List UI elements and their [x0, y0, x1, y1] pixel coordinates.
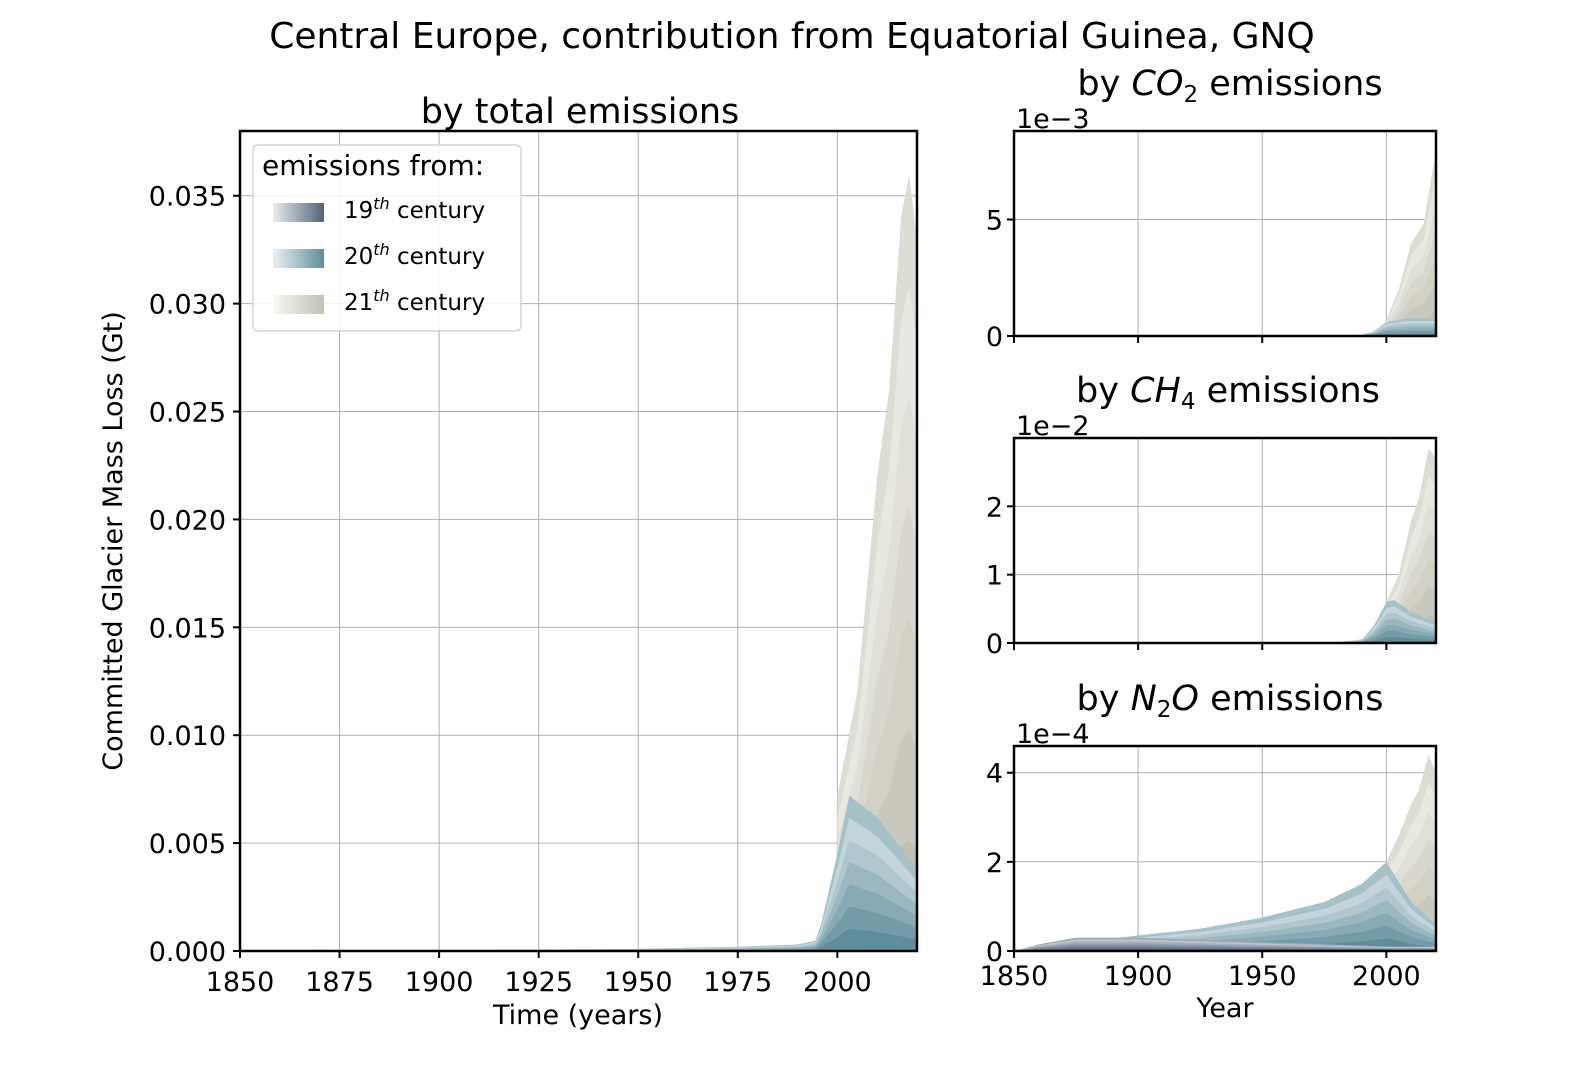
- x-tick-label: 1975: [703, 967, 772, 998]
- series-area-20th: [240, 862, 917, 951]
- legend-swatch: [273, 203, 324, 222]
- areas-co2: [1014, 149, 1436, 336]
- y-tick-label: 0.005: [149, 829, 226, 860]
- x-tick-label: 1900: [1104, 961, 1173, 992]
- ticks-ch4: 0 1 2: [986, 492, 1388, 660]
- series-area-20th: [240, 928, 917, 951]
- areas-clip-co2: [1014, 149, 1436, 336]
- series-area-20th: [240, 795, 917, 951]
- y-tick-label: 2: [986, 492, 1003, 523]
- panel-co2-emissions: by CO2 emissions 1e−3 05: [986, 64, 1438, 353]
- x-tick-label: 1925: [504, 967, 573, 998]
- y-tick-label: 0.025: [149, 398, 226, 429]
- axes-frame-ch4: [1012, 436, 1438, 645]
- areas-n2o: [1014, 754, 1436, 951]
- legend-entry-20: 20th century: [344, 240, 485, 270]
- grid-total: [239, 131, 917, 952]
- x-tick-label: 1950: [1228, 961, 1297, 992]
- legend-entry-21: 21th century: [344, 286, 485, 316]
- areas-clip-total: [240, 174, 917, 951]
- panel-title-total: by total emissions: [421, 92, 740, 132]
- x-tick-label: 1850: [980, 961, 1049, 992]
- x-tick-label: 1850: [206, 967, 275, 998]
- y-tick-label: 0.010: [149, 721, 226, 752]
- legend-title: emissions from:: [262, 149, 484, 182]
- y-tick-label: 0: [986, 629, 1003, 660]
- ylabel-total: Committed Glacier Mass Loss (Gt): [98, 311, 129, 771]
- panel-ch4-emissions: by CH4 emissions 1e−2 012: [986, 371, 1438, 660]
- areas-clip-ch4: [1014, 448, 1436, 643]
- axes-frame-co2: [1012, 129, 1438, 338]
- axes-frame-total: [238, 129, 919, 953]
- y-tick-label: 1: [986, 561, 1003, 592]
- x-tick-label: 2000: [1352, 961, 1421, 992]
- legend-entry-19: 19th century: [344, 194, 485, 224]
- y-tick-label: 4: [986, 759, 1003, 790]
- xlabel-total: Time (years): [492, 1000, 663, 1031]
- panel-title-ch4: by CH4 emissions: [1076, 371, 1380, 415]
- areas-ch4: [1014, 448, 1436, 643]
- x-tick-label: 1950: [604, 967, 673, 998]
- panel-total-emissions: by total emissions 1850 1875 1900 1925 1950 1…: [98, 92, 919, 1031]
- y-tick-label: 0: [986, 322, 1003, 353]
- areas-total: [240, 174, 917, 951]
- ticks-co2: 05: [986, 206, 1388, 353]
- areas-clip-n2o: [1014, 754, 1436, 951]
- legend-swatch: [273, 249, 324, 268]
- grid-co2: [1013, 131, 1436, 337]
- y-tick-label: 0.035: [149, 182, 226, 213]
- x-tick-label: 2000: [803, 967, 872, 998]
- legend-swatch: [273, 295, 324, 314]
- grid-ch4: [1013, 438, 1436, 644]
- x-tick-label: 1875: [305, 967, 374, 998]
- axes-frame-n2o: [1012, 744, 1438, 953]
- xlabel-n2o: Year: [1195, 993, 1254, 1024]
- figure-suptitle: Central Europe, contribution from Equato…: [269, 16, 1315, 57]
- y-tick-label: 0.030: [149, 290, 226, 321]
- series-area-20th: [240, 840, 917, 951]
- y-tick-label: 2: [986, 848, 1003, 879]
- legend-box: [252, 144, 522, 332]
- legend-swatches: [273, 203, 324, 314]
- ticks-total: 1850 1875 1900 1925 1950 1975 2000 0.000 0.005 0.…: [149, 182, 872, 998]
- y-tick-label: 0.020: [149, 505, 226, 536]
- y-tick-label: 0.000: [149, 937, 226, 968]
- y-tick-label: 5: [986, 206, 1003, 237]
- y-tick-label: 0.015: [149, 613, 226, 644]
- ticks-n2o: 1850 1900 1950 2000 0 2 4: [980, 759, 1421, 992]
- panel-title-co2: by CO2 emissions: [1077, 64, 1382, 108]
- panel-title-n2o: by N2O emissions: [1077, 679, 1384, 723]
- series-area-20th: [240, 817, 917, 951]
- y-tick-label: 0: [986, 937, 1003, 968]
- x-tick-label: 1900: [405, 967, 474, 998]
- legend: emissions from: 19th century 20th centur…: [252, 144, 522, 332]
- panel-n2o-emissions: by N2O emissions 1e−4 1850 1900 1950 200002…: [980, 679, 1438, 1024]
